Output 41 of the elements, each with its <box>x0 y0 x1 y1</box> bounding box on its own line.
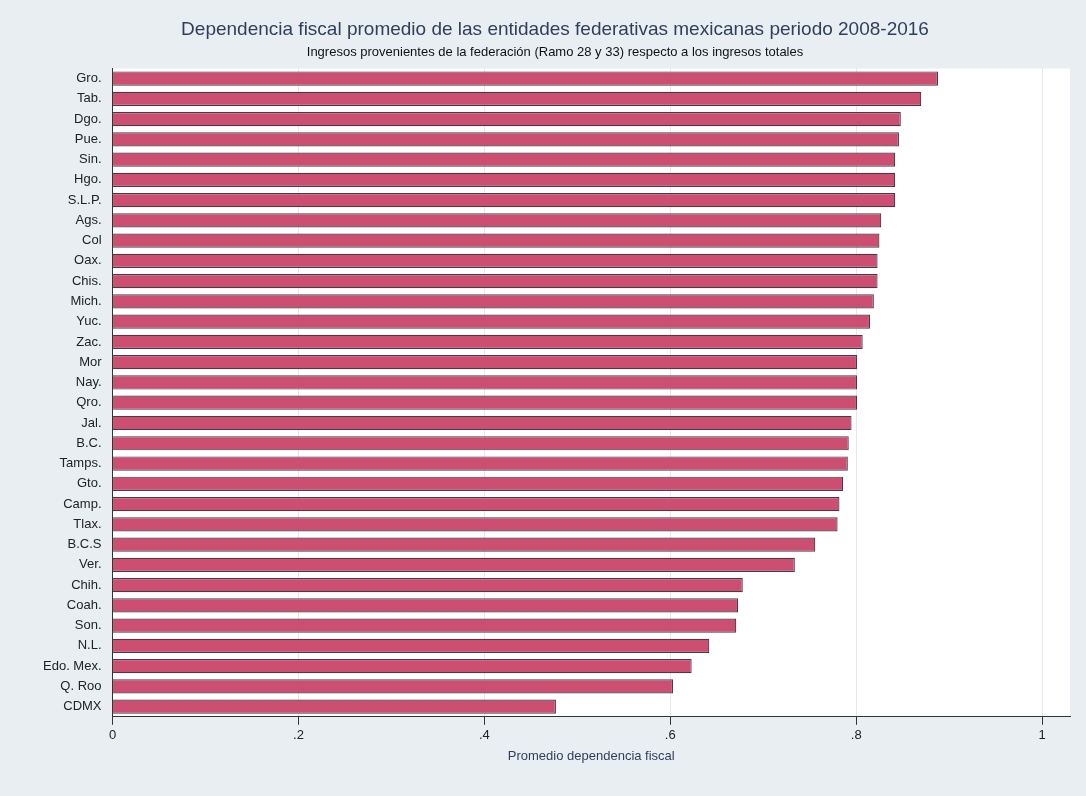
y-tick-label: B.C. <box>76 434 102 450</box>
y-tick-label: Q. Roo <box>60 677 102 693</box>
y-tick-label: Camp. <box>63 495 102 511</box>
y-tick-label: Chis. <box>71 272 102 288</box>
y-tick-label: Nay. <box>75 374 102 390</box>
y-tick-label: Oax. <box>74 252 102 268</box>
y-tick-label: S.L.P. <box>67 191 102 207</box>
y-tick-label: Ags. <box>75 211 102 227</box>
y-tick-label: Tamps. <box>59 455 102 471</box>
y-tick-label: Chih. <box>71 576 102 592</box>
x-tick-label: .6 <box>664 727 676 743</box>
y-tick-label: Tlax. <box>73 515 102 531</box>
y-tick-label: Tab. <box>76 90 102 106</box>
y-tick-label: Dgo. <box>74 110 102 126</box>
y-tick-label: Mor <box>79 353 103 369</box>
y-tick-label: Pue. <box>74 130 102 146</box>
chart-title: Dependencia fiscal promedio de las entidades federativas mexicanas periodo 2008-2016 <box>181 17 929 39</box>
y-tick-label: Sin. <box>79 151 102 167</box>
y-tick-label: Col <box>82 232 102 248</box>
y-tick-label: Qro. <box>76 394 102 410</box>
x-tick-label: 1 <box>1038 727 1046 743</box>
y-tick-label: Coah. <box>66 596 102 612</box>
y-tick-label: Son. <box>74 617 102 633</box>
y-tick-label: Jal. <box>81 414 102 430</box>
x-tick-label: .4 <box>478 727 490 743</box>
y-tick-label: Hgo. <box>74 171 102 187</box>
y-tick-label: Ver. <box>79 556 102 572</box>
y-tick-label: CDMX <box>63 698 102 714</box>
x-tick-label: .8 <box>850 727 862 743</box>
y-tick-label: Gro. <box>76 70 102 86</box>
chart-subtitle: Ingresos provenientes de la federación (Ramo 28 y 33) respecto a los ingresos totales <box>306 44 804 60</box>
y-tick-label: Mich. <box>70 293 102 308</box>
y-tick-label: Gto. <box>76 475 102 491</box>
y-tick-label: Zac. <box>76 333 102 349</box>
y-tick-label: B.C.S <box>67 536 102 552</box>
x-tick-label: .2 <box>293 727 304 743</box>
y-tick-label: N.L. <box>77 637 102 653</box>
y-tick-label: Edo. Mex. <box>42 657 102 673</box>
y-tick-label: Yuc. <box>76 313 102 329</box>
x-tick-label: 0 <box>108 727 117 743</box>
x-axis-title: Promedio dependencia fiscal <box>507 747 675 763</box>
